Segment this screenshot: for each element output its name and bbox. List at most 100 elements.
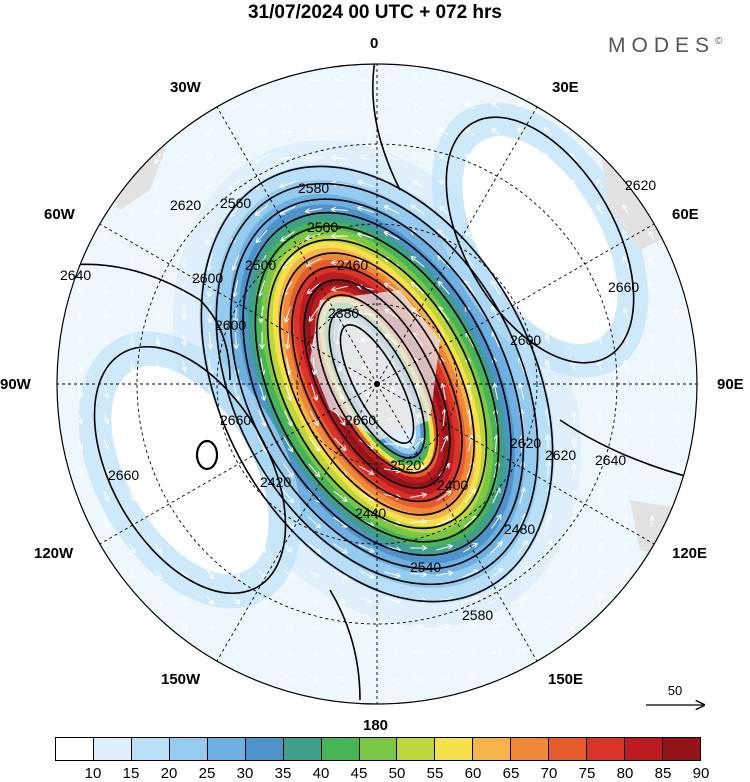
wind-vector bbox=[333, 490, 347, 501]
wind-vector bbox=[495, 436, 496, 453]
wind-vector bbox=[625, 387, 627, 397]
wind-vector bbox=[333, 516, 347, 526]
wind-vector bbox=[384, 571, 399, 576]
lon-label-90w: 90W bbox=[0, 376, 31, 393]
wind-vector bbox=[332, 285, 348, 290]
wind-vector bbox=[385, 206, 400, 215]
wind-vector bbox=[358, 491, 373, 499]
contour-2640-east bbox=[559, 419, 697, 481]
contour-label: 2600 bbox=[215, 317, 246, 333]
wind-vector bbox=[182, 179, 187, 189]
wind-vector bbox=[385, 310, 399, 319]
color-scale-label: 35 bbox=[274, 765, 292, 782]
wind-vector bbox=[309, 596, 318, 603]
wind-vector bbox=[206, 517, 212, 526]
height-contour bbox=[339, 324, 415, 444]
wind-vector bbox=[410, 467, 426, 474]
wind-vector bbox=[492, 154, 500, 162]
wind-vector bbox=[312, 332, 317, 348]
wind-vector bbox=[335, 131, 346, 133]
wind-vector bbox=[104, 413, 107, 423]
wind-vector bbox=[414, 181, 423, 188]
wind-vector bbox=[257, 229, 268, 242]
color-scale-cell bbox=[207, 738, 246, 760]
wind-vector bbox=[233, 254, 240, 270]
wind-vector bbox=[307, 257, 322, 265]
wind-vector bbox=[363, 387, 369, 396]
wind-vector bbox=[570, 596, 576, 605]
contour-label: 2660 bbox=[608, 279, 639, 295]
wind-vector bbox=[545, 258, 552, 267]
wind-vector bbox=[157, 256, 158, 267]
wind-vector bbox=[597, 206, 604, 215]
wind-vector bbox=[625, 569, 628, 579]
wind-vector bbox=[493, 258, 500, 267]
wind-vector bbox=[384, 469, 400, 471]
wind-vector bbox=[573, 517, 575, 527]
wind-vector bbox=[518, 102, 526, 110]
wind-vector bbox=[207, 179, 214, 188]
wind-vector bbox=[232, 491, 238, 500]
wind-vector bbox=[623, 206, 630, 215]
wind-vector bbox=[361, 597, 370, 602]
wind-vector bbox=[306, 158, 323, 159]
wind-vector bbox=[181, 413, 185, 422]
color-scale-label: 90 bbox=[692, 765, 710, 782]
wind-vector bbox=[180, 517, 186, 527]
wind-vector bbox=[78, 413, 81, 423]
wind-vector bbox=[181, 153, 188, 162]
wind-vector bbox=[597, 180, 604, 189]
color-scale-label: 75 bbox=[578, 765, 596, 782]
wind-vector bbox=[466, 129, 475, 136]
wind-vector bbox=[573, 387, 575, 397]
wind-vector bbox=[361, 156, 371, 159]
wind-vector bbox=[492, 129, 500, 136]
wind-vector bbox=[283, 436, 292, 451]
wind-vector bbox=[387, 130, 397, 135]
wind-vector bbox=[519, 284, 525, 293]
wind-vector bbox=[492, 307, 501, 322]
wind-vector bbox=[651, 361, 654, 371]
wind-vector bbox=[677, 439, 678, 450]
wind-vector bbox=[232, 622, 240, 629]
wind-vector bbox=[443, 410, 444, 427]
color-scale-cell bbox=[245, 738, 284, 760]
wind-vector bbox=[232, 517, 239, 526]
wind-vector bbox=[155, 491, 161, 501]
wind-vector bbox=[235, 305, 236, 322]
wind-vector bbox=[103, 465, 108, 474]
wind-vector bbox=[520, 384, 525, 400]
wind-vector bbox=[209, 387, 212, 397]
wind-vector bbox=[412, 677, 423, 679]
wind-vector bbox=[489, 542, 501, 555]
wind-vector bbox=[462, 544, 477, 553]
wind-vector bbox=[519, 232, 526, 241]
anticyclone-core-west bbox=[111, 365, 269, 575]
contour-north bbox=[372, 64, 401, 191]
meridian-line bbox=[216, 383, 378, 662]
wind-vector bbox=[464, 677, 475, 678]
wind-vector bbox=[258, 596, 265, 603]
contour-label: 2460 bbox=[337, 257, 368, 273]
wind-vector bbox=[183, 387, 186, 397]
contour-label: 2580 bbox=[462, 607, 493, 623]
wind-vector bbox=[362, 362, 370, 368]
wind-vector bbox=[335, 79, 345, 81]
wind-vector bbox=[547, 410, 549, 426]
contour-label: 2660 bbox=[345, 412, 376, 428]
wind-vector bbox=[132, 308, 133, 319]
wind-vector bbox=[258, 491, 265, 500]
color-scale-cell bbox=[625, 738, 663, 760]
wind-vector bbox=[105, 334, 107, 345]
wind-vector bbox=[571, 570, 576, 579]
color-scale-cell bbox=[397, 738, 436, 760]
anticyclone-core-east bbox=[462, 135, 618, 345]
wind-vector bbox=[413, 334, 424, 347]
wind-vector bbox=[384, 545, 399, 550]
wind-vector bbox=[180, 621, 187, 630]
wind-vector bbox=[232, 648, 239, 655]
wind-vector bbox=[309, 410, 318, 425]
wind-vector bbox=[258, 517, 265, 526]
contour-label: 2500 bbox=[307, 219, 338, 235]
wind-vector bbox=[129, 517, 135, 527]
